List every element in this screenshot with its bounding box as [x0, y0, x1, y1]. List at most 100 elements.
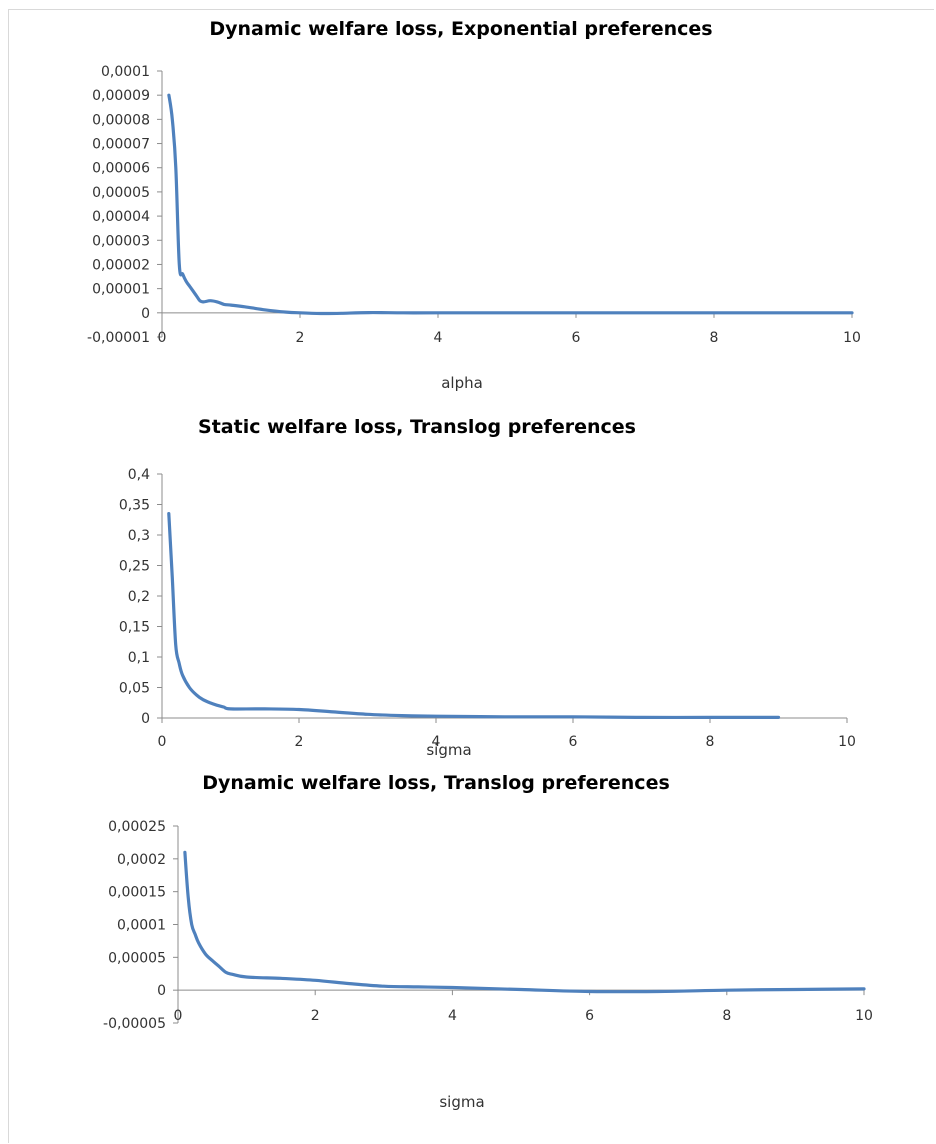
data-point: [188, 686, 190, 688]
data-point: [168, 94, 170, 96]
data-point: [175, 167, 177, 169]
x-tick-label: 6: [569, 734, 578, 750]
data-point: [575, 312, 577, 314]
y-tick-label: 0,00002: [92, 257, 150, 273]
data-point: [435, 715, 437, 717]
data-point: [187, 897, 189, 899]
y-tick-label: 0,1: [128, 650, 150, 666]
data-point: [181, 674, 183, 676]
data-point: [192, 290, 194, 292]
y-tick-label: 0,00005: [108, 950, 166, 966]
x-tick-label: 4: [432, 734, 441, 750]
data-point: [437, 312, 439, 314]
data-point: [211, 959, 213, 961]
data-point: [503, 716, 505, 718]
y-tick-label: -0,00005: [103, 1016, 166, 1032]
chart-title: Dynamic welfare loss, Exponential prefer…: [209, 18, 712, 40]
data-point: [216, 301, 218, 303]
chart-3: Dynamic welfare loss, Translog preferenc…: [103, 772, 873, 1111]
data-point: [299, 312, 301, 314]
data-point: [280, 977, 282, 979]
data-point: [368, 311, 370, 313]
y-tick-label: 0,35: [119, 498, 150, 514]
data-point: [264, 708, 266, 710]
x-tick-label: 4: [448, 1008, 457, 1024]
x-tick-label: 10: [838, 734, 856, 750]
data-point: [191, 923, 193, 925]
chart-title: Dynamic welfare loss, Translog preferenc…: [202, 772, 670, 794]
x-axis-label: sigma: [439, 1093, 484, 1111]
data-point: [572, 716, 574, 718]
y-tick-label: 0: [141, 306, 150, 322]
data-point: [195, 295, 197, 297]
y-tick-label: -0,00001: [87, 330, 150, 346]
x-tick-label: 8: [710, 330, 719, 346]
data-point: [709, 716, 711, 718]
data-point: [168, 512, 170, 514]
data-point: [794, 988, 796, 990]
data-point: [223, 706, 225, 708]
y-tick-label: 0,05: [119, 681, 150, 697]
data-point: [209, 300, 211, 302]
data-point: [244, 306, 246, 308]
data-point: [185, 280, 187, 282]
x-tick-label: 10: [843, 330, 861, 346]
data-point: [216, 704, 218, 706]
data-point: [195, 694, 197, 696]
data-point: [332, 711, 334, 713]
data-point: [451, 986, 453, 988]
data-point: [340, 312, 342, 314]
data-point: [644, 312, 646, 314]
y-tick-label: 0,00025: [108, 819, 166, 835]
y-tick-label: 0,00001: [92, 282, 150, 298]
data-point: [348, 982, 350, 984]
data-point: [520, 988, 522, 990]
x-axis-label: sigma: [426, 741, 471, 759]
data-point: [245, 976, 247, 978]
x-tick-label: 4: [434, 330, 443, 346]
x-tick-label: 0: [158, 734, 167, 750]
data-point: [506, 312, 508, 314]
data-point: [230, 304, 232, 306]
data-point: [202, 301, 204, 303]
data-point: [383, 985, 385, 987]
y-tick-label: 0: [157, 983, 166, 999]
data-point: [232, 973, 234, 975]
series-line: [183, 850, 866, 994]
data-point: [175, 644, 177, 646]
x-tick-label: 2: [311, 1008, 320, 1024]
data-point: [417, 986, 419, 988]
data-point: [777, 716, 779, 718]
data-point: [401, 714, 403, 716]
y-tick-label: 0,00007: [92, 137, 150, 153]
chart-1: Dynamic welfare loss, Exponential prefer…: [87, 18, 861, 392]
y-tick-label: 0,00004: [92, 209, 150, 225]
y-tick-label: 0,0002: [117, 852, 166, 868]
y-tick-label: 0,00006: [92, 161, 150, 177]
data-point: [199, 300, 201, 302]
y-tick-label: 0,00015: [108, 885, 166, 901]
y-tick-label: 0,0001: [117, 918, 166, 934]
data-point: [588, 990, 590, 992]
x-tick-label: 0: [174, 1008, 183, 1024]
data-point: [225, 971, 227, 973]
data-point: [782, 312, 784, 314]
x-tick-label: 8: [722, 1008, 731, 1024]
data-point: [285, 311, 287, 313]
x-tick-label: 2: [295, 734, 304, 750]
data-point: [202, 699, 204, 701]
data-point: [171, 118, 173, 120]
y-tick-label: 0,00009: [92, 88, 150, 104]
y-tick-label: 0,2: [128, 589, 150, 605]
data-point: [640, 716, 642, 718]
x-tick-label: 0: [158, 330, 167, 346]
x-tick-label: 8: [706, 734, 715, 750]
x-tick-label: 6: [585, 1008, 594, 1024]
data-point: [197, 942, 199, 944]
x-tick-label: 10: [855, 1008, 873, 1024]
data-point: [713, 312, 715, 314]
y-tick-label: 0,15: [119, 620, 150, 636]
data-point: [188, 285, 190, 287]
y-tick-label: 0,4: [128, 467, 150, 483]
